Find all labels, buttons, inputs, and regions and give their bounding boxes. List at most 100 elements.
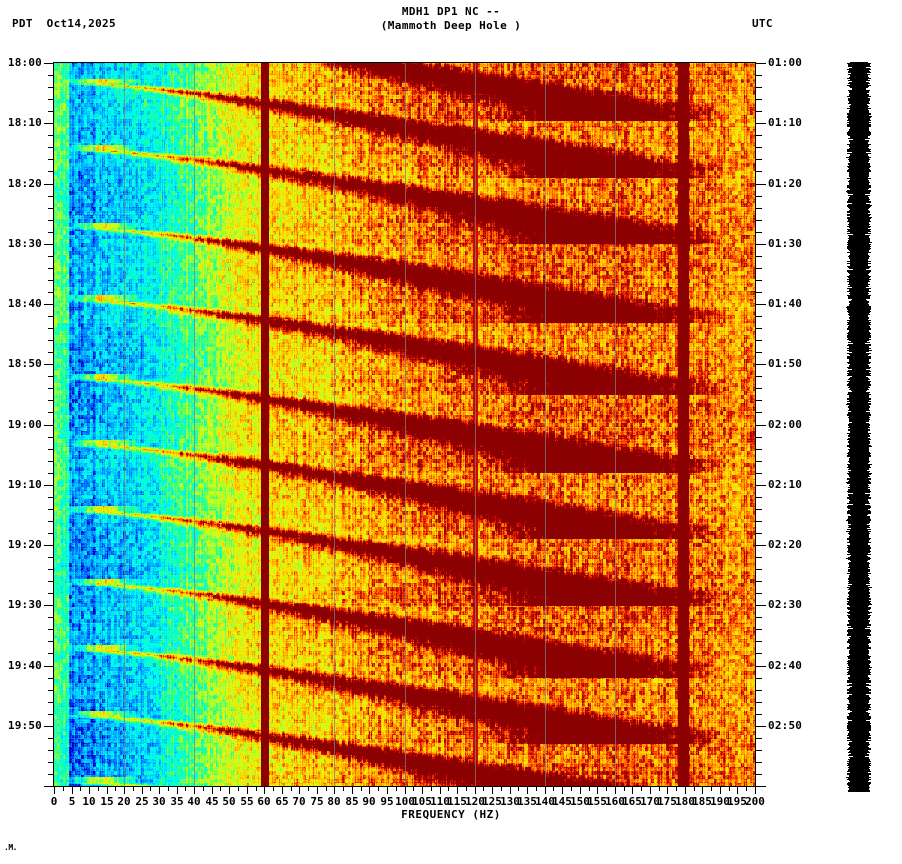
time-tick-minor-right (756, 352, 762, 353)
frequency-tick (510, 787, 511, 794)
time-label-pdt: 18:10 (7, 116, 42, 129)
time-tick-minor-right (756, 87, 762, 88)
time-tick-major-right (756, 786, 766, 787)
frequency-tick-minor (150, 787, 151, 791)
frequency-tick-minor (518, 787, 519, 791)
time-tick-major-right (756, 726, 766, 727)
header-left: PDT Oct14,2025 (12, 17, 116, 30)
time-tick-minor-left (48, 569, 54, 570)
frequency-tick-minor (624, 787, 625, 791)
frequency-tick (492, 787, 493, 794)
time-tick-major-right (756, 123, 766, 124)
frequency-tick (229, 787, 230, 794)
frequency-tick-label: 25 (135, 795, 149, 808)
frequency-tick-minor (133, 787, 134, 791)
time-tick-major-right (756, 364, 766, 365)
frequency-tick-label: 195 (727, 795, 747, 808)
frequency-tick (632, 787, 633, 794)
time-label-pdt: 19:40 (7, 659, 42, 672)
time-tick-minor-left (48, 702, 54, 703)
time-tick-major-right (756, 545, 766, 546)
frequency-tick-minor (273, 787, 274, 791)
frequency-tick (72, 787, 73, 794)
time-tick-minor-right (756, 461, 762, 462)
time-tick-major-left (44, 666, 54, 667)
waveform-trace-strip (845, 62, 873, 792)
time-label-pdt: 18:40 (7, 297, 42, 310)
time-tick-minor-right (756, 159, 762, 160)
x-axis-title: FREQUENCY (HZ) (401, 808, 501, 821)
time-tick-minor-right (756, 762, 762, 763)
time-tick-minor-left (48, 316, 54, 317)
frequency-tick (457, 787, 458, 794)
time-tick-minor-left (48, 400, 54, 401)
time-tick-minor-left (48, 376, 54, 377)
time-tick-minor-left (48, 412, 54, 413)
time-tick-major-left (44, 545, 54, 546)
time-tick-minor-right (756, 714, 762, 715)
frequency-tick-minor (448, 787, 449, 791)
frequency-tick (527, 787, 528, 794)
time-tick-minor-right (756, 521, 762, 522)
time-label-utc: 01:50 (768, 357, 803, 370)
frequency-tick-minor (413, 787, 414, 791)
frequency-tick (755, 787, 756, 794)
frequency-tick-label: 35 (170, 795, 184, 808)
frequency-tick-minor (98, 787, 99, 791)
time-tick-minor-right (756, 400, 762, 401)
frequency-tick-minor (571, 787, 572, 791)
time-tick-minor-left (48, 220, 54, 221)
frequency-tick-label: 90 (362, 795, 376, 808)
frequency-tick-label: 10 (82, 795, 96, 808)
frequency-tick-minor (589, 787, 590, 791)
time-tick-minor-left (48, 208, 54, 209)
frequency-tick-minor (203, 787, 204, 791)
time-label-pdt: 18:20 (7, 177, 42, 190)
frequency-tick (475, 787, 476, 794)
frequency-tick-label: 115 (447, 795, 467, 808)
frequency-tick-label: 20 (117, 795, 131, 808)
frequency-tick (264, 787, 265, 794)
frequency-tick-label: 175 (657, 795, 677, 808)
time-tick-minor-left (48, 641, 54, 642)
time-label-pdt: 19:10 (7, 478, 42, 491)
frequency-tick (562, 787, 563, 794)
frequency-tick-minor (641, 787, 642, 791)
waveform-image (845, 62, 873, 792)
station-subtitle: (Mammoth Deep Hole ) (380, 19, 522, 32)
frequency-tick (580, 787, 581, 794)
time-tick-minor-right (756, 774, 762, 775)
frequency-tick-label: 200 (745, 795, 765, 808)
time-tick-minor-right (756, 232, 762, 233)
frequency-tick-label: 80 (327, 795, 341, 808)
time-tick-major-right (756, 425, 766, 426)
time-tick-minor-left (48, 292, 54, 293)
time-tick-minor-left (48, 750, 54, 751)
frequency-tick (282, 787, 283, 794)
time-tick-minor-right (756, 473, 762, 474)
time-tick-minor-left (48, 280, 54, 281)
frequency-tick-label: 190 (710, 795, 730, 808)
frequency-tick-minor (729, 787, 730, 791)
frequency-tick-minor (343, 787, 344, 791)
time-tick-minor-right (756, 220, 762, 221)
time-tick-minor-right (756, 316, 762, 317)
time-tick-minor-left (48, 449, 54, 450)
time-tick-major-left (44, 425, 54, 426)
frequency-tick (212, 787, 213, 794)
time-tick-major-left (44, 304, 54, 305)
spectrogram-plot[interactable] (54, 63, 755, 786)
time-tick-minor-left (48, 268, 54, 269)
frequency-tick-label: 180 (675, 795, 695, 808)
frequency-tick-minor (396, 787, 397, 791)
time-tick-minor-right (756, 328, 762, 329)
time-label-utc: 01:00 (768, 56, 803, 69)
axis-right-line (755, 63, 756, 787)
time-tick-major-left (44, 786, 54, 787)
time-tick-minor-left (48, 159, 54, 160)
frequency-tick (352, 787, 353, 794)
time-tick-minor-left (48, 714, 54, 715)
frequency-tick-minor (80, 787, 81, 791)
frequency-tick-label: 155 (587, 795, 607, 808)
time-label-utc: 01:10 (768, 116, 803, 129)
